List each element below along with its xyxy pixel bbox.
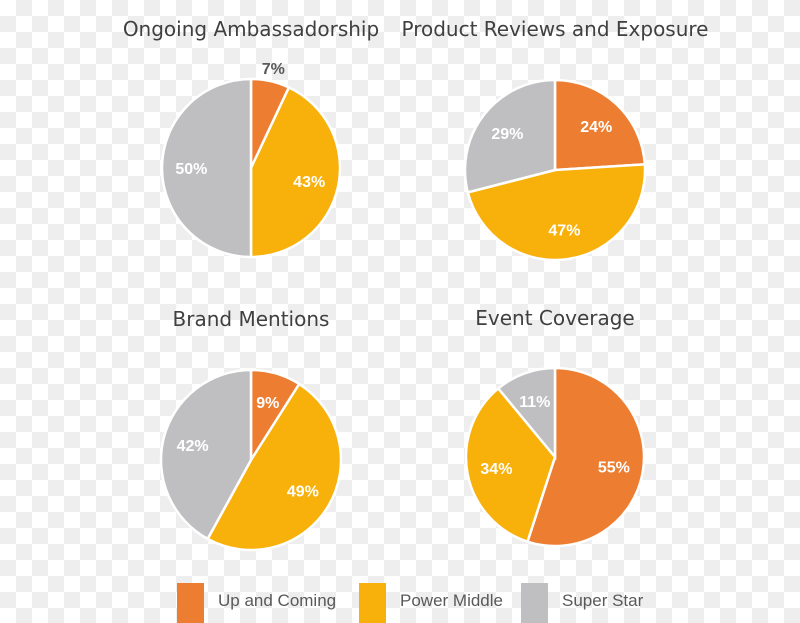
data-label: 49%	[287, 484, 319, 501]
pie-chart: Product Reviews and Exposure 24% 47% 29%	[401, 17, 709, 262]
chart-title: Ongoing Ambassadorship	[123, 17, 379, 41]
legend-swatch	[521, 583, 548, 623]
data-label: 43%	[293, 174, 325, 191]
pie-slice	[249, 85, 342, 259]
pie-chart: Brand Mentions 9% 49% 42%	[159, 307, 343, 552]
legend-label: Up and Coming	[218, 591, 337, 610]
pie-chart: Ongoing Ambassadorship 7% 43% 50%	[123, 17, 379, 259]
legend-swatch	[359, 583, 386, 623]
legend-item-power-middle: Power Middle	[359, 583, 503, 623]
data-label: 29%	[491, 126, 523, 143]
data-label: 24%	[580, 119, 612, 136]
legend: Up and Coming Power Middle Super Star	[0, 583, 800, 623]
chart-title: Event Coverage	[475, 306, 634, 330]
pie-slice	[525, 366, 646, 548]
pie-slice	[159, 368, 253, 541]
pie-slice	[496, 366, 557, 461]
legend-label: Power Middle	[400, 591, 503, 610]
pie-slice	[464, 386, 557, 544]
legend-swatch	[177, 583, 204, 623]
legend-item-super-star: Super Star	[521, 583, 643, 623]
data-label: 50%	[175, 161, 207, 178]
data-label: 7%	[262, 61, 285, 78]
data-label: 42%	[177, 438, 209, 455]
data-label: 11%	[519, 394, 550, 411]
legend-label: Super Star	[562, 591, 644, 610]
data-label: 47%	[548, 223, 580, 240]
pie-chart: Event Coverage 55% 34% 11%	[464, 306, 646, 548]
pie-slice	[160, 77, 253, 259]
pie-slice	[553, 78, 647, 172]
pie-slice	[205, 382, 343, 552]
pie-slice	[463, 78, 557, 194]
data-label: 34%	[480, 461, 512, 478]
pie-slice	[466, 163, 647, 262]
chart-title: Brand Mentions	[173, 307, 330, 331]
legend-item-up-and-coming: Up and Coming	[177, 583, 336, 623]
data-label: 55%	[598, 459, 630, 476]
chart-title: Product Reviews and Exposure	[401, 17, 708, 41]
data-label: 9%	[256, 395, 279, 412]
